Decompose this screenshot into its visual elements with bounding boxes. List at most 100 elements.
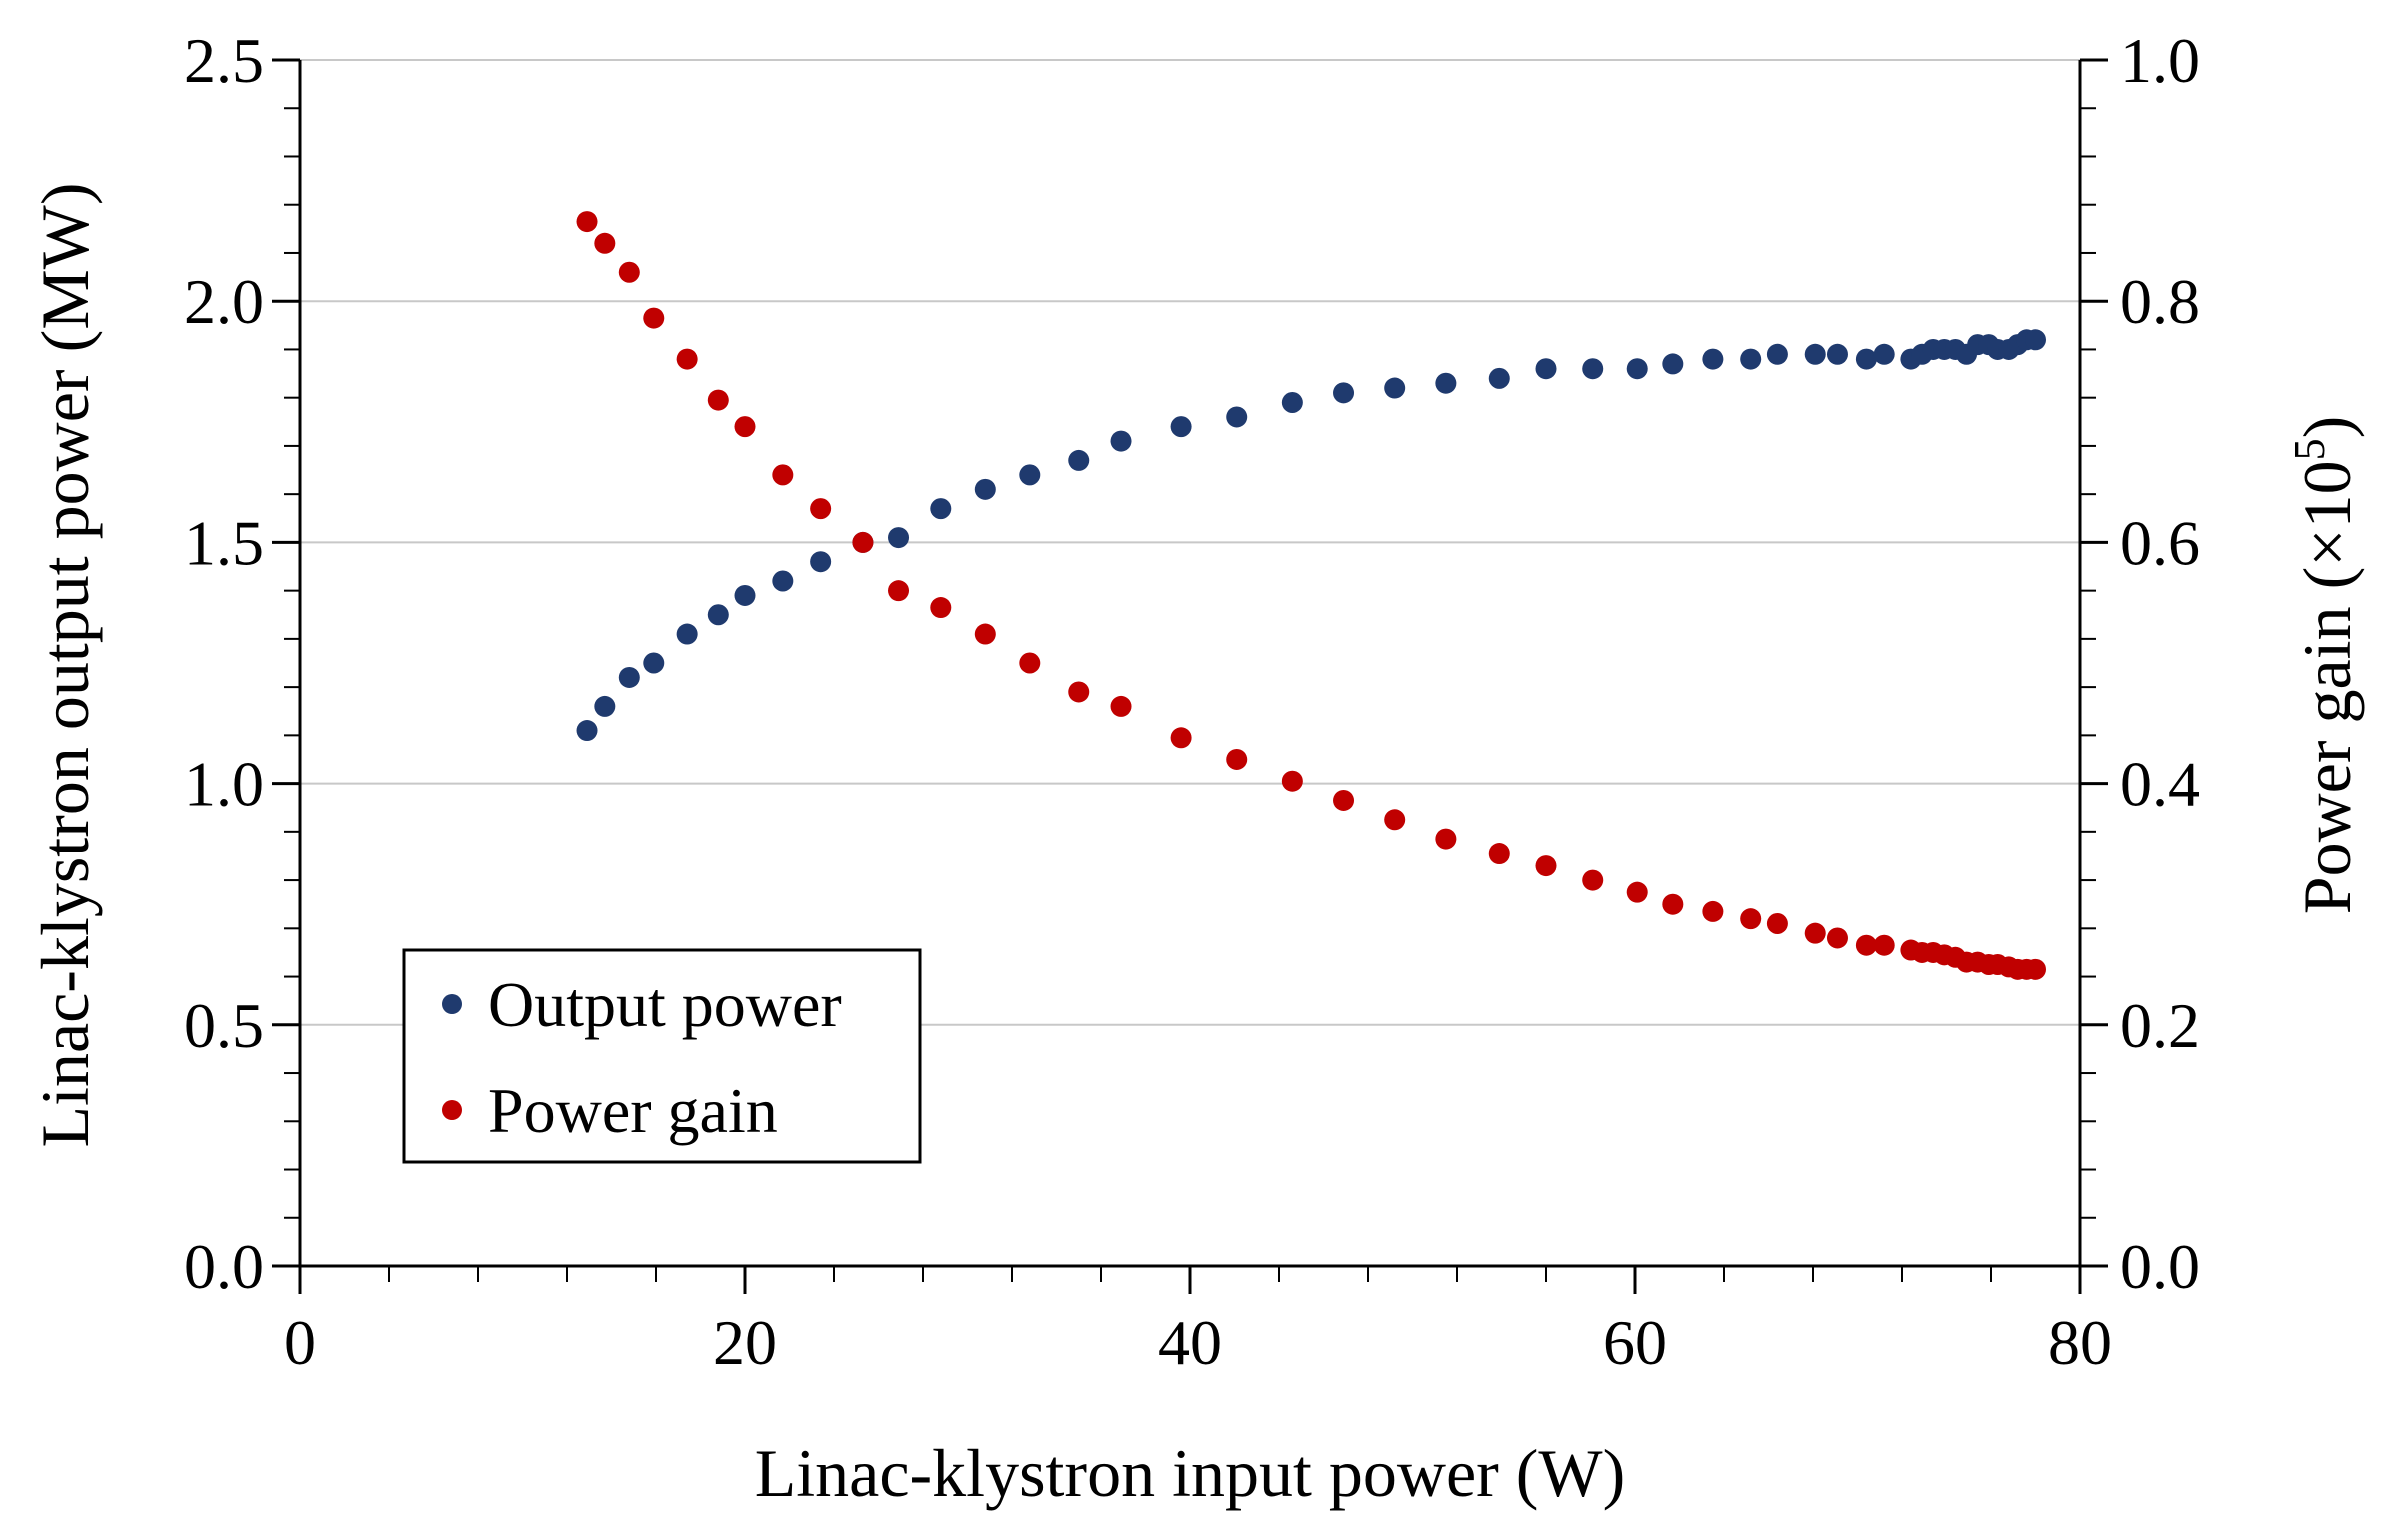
- power-gain-point: [810, 498, 832, 520]
- y-right-tick-label: 0.6: [2120, 507, 2200, 578]
- output-power-point: [810, 551, 832, 573]
- output-power-point: [930, 498, 952, 520]
- power-gain-point: [1626, 881, 1648, 903]
- power-gain-point: [1281, 770, 1303, 792]
- power-gain-point: [1068, 681, 1090, 703]
- output-power-point: [734, 584, 756, 606]
- power-gain-point: [772, 464, 794, 486]
- output-power-point: [1826, 343, 1848, 365]
- power-gain-point: [734, 416, 756, 438]
- legend-marker-output-power: [442, 994, 462, 1014]
- output-power-point: [618, 666, 640, 688]
- y-left-tick-label: 2.0: [184, 266, 264, 337]
- output-power-point: [1019, 464, 1041, 486]
- power-gain-point: [1662, 893, 1684, 915]
- power-gain-point: [974, 623, 996, 645]
- output-power-point: [594, 695, 616, 717]
- y-left-tick-label: 0.5: [184, 990, 264, 1061]
- power-gain-point: [2025, 958, 2046, 980]
- power-gain-point: [888, 580, 910, 602]
- power-gain-point: [1384, 809, 1406, 831]
- power-gain-point: [1333, 789, 1355, 811]
- power-gain-point: [1535, 855, 1557, 877]
- output-power-point: [1384, 377, 1406, 399]
- power-gain-point: [594, 232, 616, 254]
- output-power-point: [772, 570, 794, 592]
- output-power-point: [1110, 430, 1132, 452]
- legend-label-power-gain: Power gain: [488, 1075, 778, 1146]
- output-power-point: [1582, 358, 1604, 380]
- power-gain-point: [1826, 927, 1848, 949]
- power-gain-point: [1804, 922, 1826, 944]
- output-power-point: [643, 652, 665, 674]
- output-power-point: [707, 604, 729, 626]
- y-right-title-base: ×10: [2289, 460, 2365, 566]
- power-gain-point: [1766, 912, 1788, 934]
- y-right-tick-label: 0.2: [2120, 990, 2200, 1061]
- y-left-tick-label: 0.0: [184, 1231, 264, 1302]
- y-left-tick-label: 1.5: [184, 507, 264, 578]
- output-power-point: [1281, 392, 1303, 414]
- power-gain-point: [1740, 908, 1762, 930]
- output-power-point: [1435, 372, 1457, 394]
- x-tick-label: 60: [1603, 1307, 1667, 1378]
- legend-marker-power-gain: [442, 1100, 462, 1120]
- power-gain-point: [1226, 748, 1248, 770]
- output-power-point: [2025, 329, 2046, 351]
- x-axis-title: Linac-klystron input power (W): [755, 1435, 1626, 1511]
- output-power-point: [1873, 343, 1895, 365]
- output-power-point: [1535, 358, 1557, 380]
- power-gain-point: [676, 348, 698, 370]
- output-power-point: [1488, 367, 1510, 389]
- output-power-point: [1740, 348, 1762, 370]
- power-gain-point: [1873, 934, 1895, 956]
- power-gain-point: [1855, 934, 1877, 956]
- ticks-layer: 0.0 0.5 1.0 1.5 2.0 2.5 0.0 0.2 0.4 0.6 0.8 1.0 0 20 4…: [184, 25, 2200, 1378]
- power-gain-point: [1435, 828, 1457, 850]
- output-power-point: [888, 527, 910, 549]
- output-power-point: [1855, 348, 1877, 370]
- output-power-point: [1626, 358, 1648, 380]
- y-left-axis-title: Linac-klystron output power (MW): [27, 183, 103, 1148]
- output-power-point: [1068, 449, 1090, 471]
- y-right-title-suffix: ): [2289, 416, 2365, 439]
- output-power-point: [576, 720, 598, 742]
- y-right-tick-label: 0.4: [2120, 749, 2200, 820]
- power-gain-point: [1582, 869, 1604, 891]
- y-right-axis-title: Power gain (×105): [2285, 416, 2365, 915]
- grid-layer: [300, 59, 2080, 1026]
- output-power-point: [1766, 343, 1788, 365]
- y-right-tick-label: 0.8: [2120, 266, 2200, 337]
- power-gain-point: [1019, 652, 1041, 674]
- y-right-tick-label: 1.0: [2120, 25, 2200, 96]
- output-power-point: [1170, 416, 1192, 438]
- output-power-point: [1804, 343, 1826, 365]
- legend: Output power Power gain: [402, 948, 922, 1164]
- power-gain-point: [576, 211, 598, 233]
- power-gain-point: [643, 307, 665, 329]
- power-gain-point: [1110, 695, 1132, 717]
- y-right-tick-label: 0.0: [2120, 1231, 2200, 1302]
- power-gain-point: [1702, 900, 1724, 922]
- power-gain-point: [1170, 727, 1192, 749]
- y-left-tick-label: 1.0: [184, 749, 264, 820]
- x-tick-label: 0: [284, 1307, 316, 1378]
- y-right-title-prefix: Power gain (: [2289, 567, 2365, 914]
- power-gain-point: [1488, 843, 1510, 865]
- y-left-tick-label: 2.5: [184, 25, 264, 96]
- output-power-point: [1226, 406, 1248, 428]
- y-right-title-exp: 5: [2285, 438, 2334, 460]
- x-tick-label: 20: [713, 1307, 777, 1378]
- output-power-point: [1662, 353, 1684, 375]
- power-gain-point: [852, 531, 874, 553]
- x-tick-label: 80: [2048, 1307, 2112, 1378]
- output-power-point: [974, 478, 996, 500]
- marks-layer: [576, 211, 2046, 980]
- power-gain-point: [707, 389, 729, 411]
- legend-label-output-power: Output power: [488, 969, 842, 1040]
- power-gain-point: [930, 597, 952, 619]
- power-gain-point: [618, 261, 640, 283]
- output-power-point: [1702, 348, 1724, 370]
